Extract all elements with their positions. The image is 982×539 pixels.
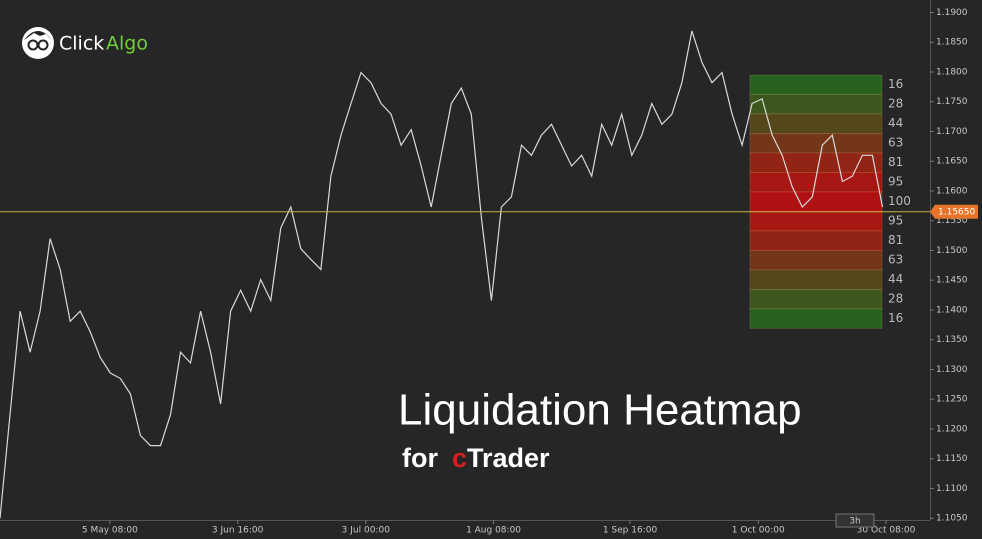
heat-label: 28 [888, 97, 903, 111]
heat-label: 100 [888, 194, 911, 208]
x-tick-label: 1 Oct 00:00 [732, 526, 785, 536]
timeframe-badge[interactable] [835, 513, 875, 528]
y-tick-label: 1.1150 [936, 454, 968, 464]
heat-band [749, 94, 883, 115]
y-tick-label: 1.1050 [936, 514, 968, 524]
heat-label: 63 [888, 253, 903, 267]
heat-band [749, 74, 883, 95]
subtitle-brand: c [452, 443, 467, 473]
heat-label: 28 [888, 292, 903, 306]
logo: Click Algo [22, 27, 148, 59]
y-tick-label: 1.1900 [936, 8, 968, 18]
heat-label: 81 [888, 233, 903, 247]
current-price-label: 1.15650 [938, 207, 975, 217]
x-tick-label: 30 Oct 08:00 [857, 526, 916, 536]
heat-label: 44 [888, 116, 903, 130]
y-tick-label: 1.1650 [936, 157, 968, 167]
plot: 16 28 44 63 81 95 100 95 81 63 44 28 16 1.1050 1.1100 1… [0, 8, 978, 536]
logo-text: Click [59, 33, 104, 55]
heat-band [749, 289, 883, 310]
x-tick-label: 3 Jul 00:00 [342, 526, 391, 536]
heat-label: 44 [888, 272, 903, 286]
y-tick-label: 1.1800 [936, 67, 968, 77]
y-tick-label: 1.1300 [936, 365, 968, 375]
y-tick-label: 1.1450 [936, 276, 968, 286]
logo-hair [24, 31, 52, 40]
heat-band [749, 269, 883, 290]
y-tick-label: 1.1100 [936, 484, 968, 494]
heat-label: 95 [888, 175, 903, 189]
y-tick-label: 1.1350 [936, 335, 968, 345]
y-tick-label: 1.1250 [936, 395, 968, 405]
heat-label: 95 [888, 214, 903, 228]
logo-glasses [37, 39, 49, 51]
timeframe[interactable]: 3h [849, 517, 860, 527]
y-tick-label: 1.1400 [936, 305, 968, 315]
x-tick-label: 1 Sep 16:00 [603, 526, 658, 536]
chart-title: Liquidation Heatmap [398, 386, 802, 435]
subtitle: for [402, 443, 438, 473]
heat-label: 63 [888, 136, 903, 150]
logo-text: Algo [106, 33, 148, 55]
y-tick-label: 1.1850 [936, 38, 968, 48]
heat-band [749, 191, 883, 212]
heat-band [749, 211, 883, 232]
heat-label: 81 [888, 155, 903, 169]
y-tick-label: 1.1500 [936, 246, 968, 256]
heat-band [749, 113, 883, 134]
x-tick-label: 5 May 08:00 [82, 526, 138, 536]
x-tick-label: 3 Jun 16:00 [212, 526, 264, 536]
subtitle-brand: Trader [467, 443, 550, 473]
heat-band [749, 250, 883, 271]
y-tick-label: 1.1550 [936, 216, 968, 226]
y-tick-label: 1.1200 [936, 424, 968, 434]
heat-label: 16 [888, 311, 903, 325]
heat-band [749, 230, 883, 251]
y-tick-label: 1.1700 [936, 127, 968, 137]
y-tick-label: 1.1750 [936, 97, 968, 107]
x-tick-label: 1 Aug 08:00 [466, 526, 521, 536]
price-line [0, 30, 884, 519]
heat-band [749, 133, 883, 154]
current-price-badge [930, 204, 978, 219]
heat-label: 16 [888, 77, 903, 91]
heat-band [749, 308, 883, 329]
y-tick-label: 1.1600 [936, 186, 968, 196]
